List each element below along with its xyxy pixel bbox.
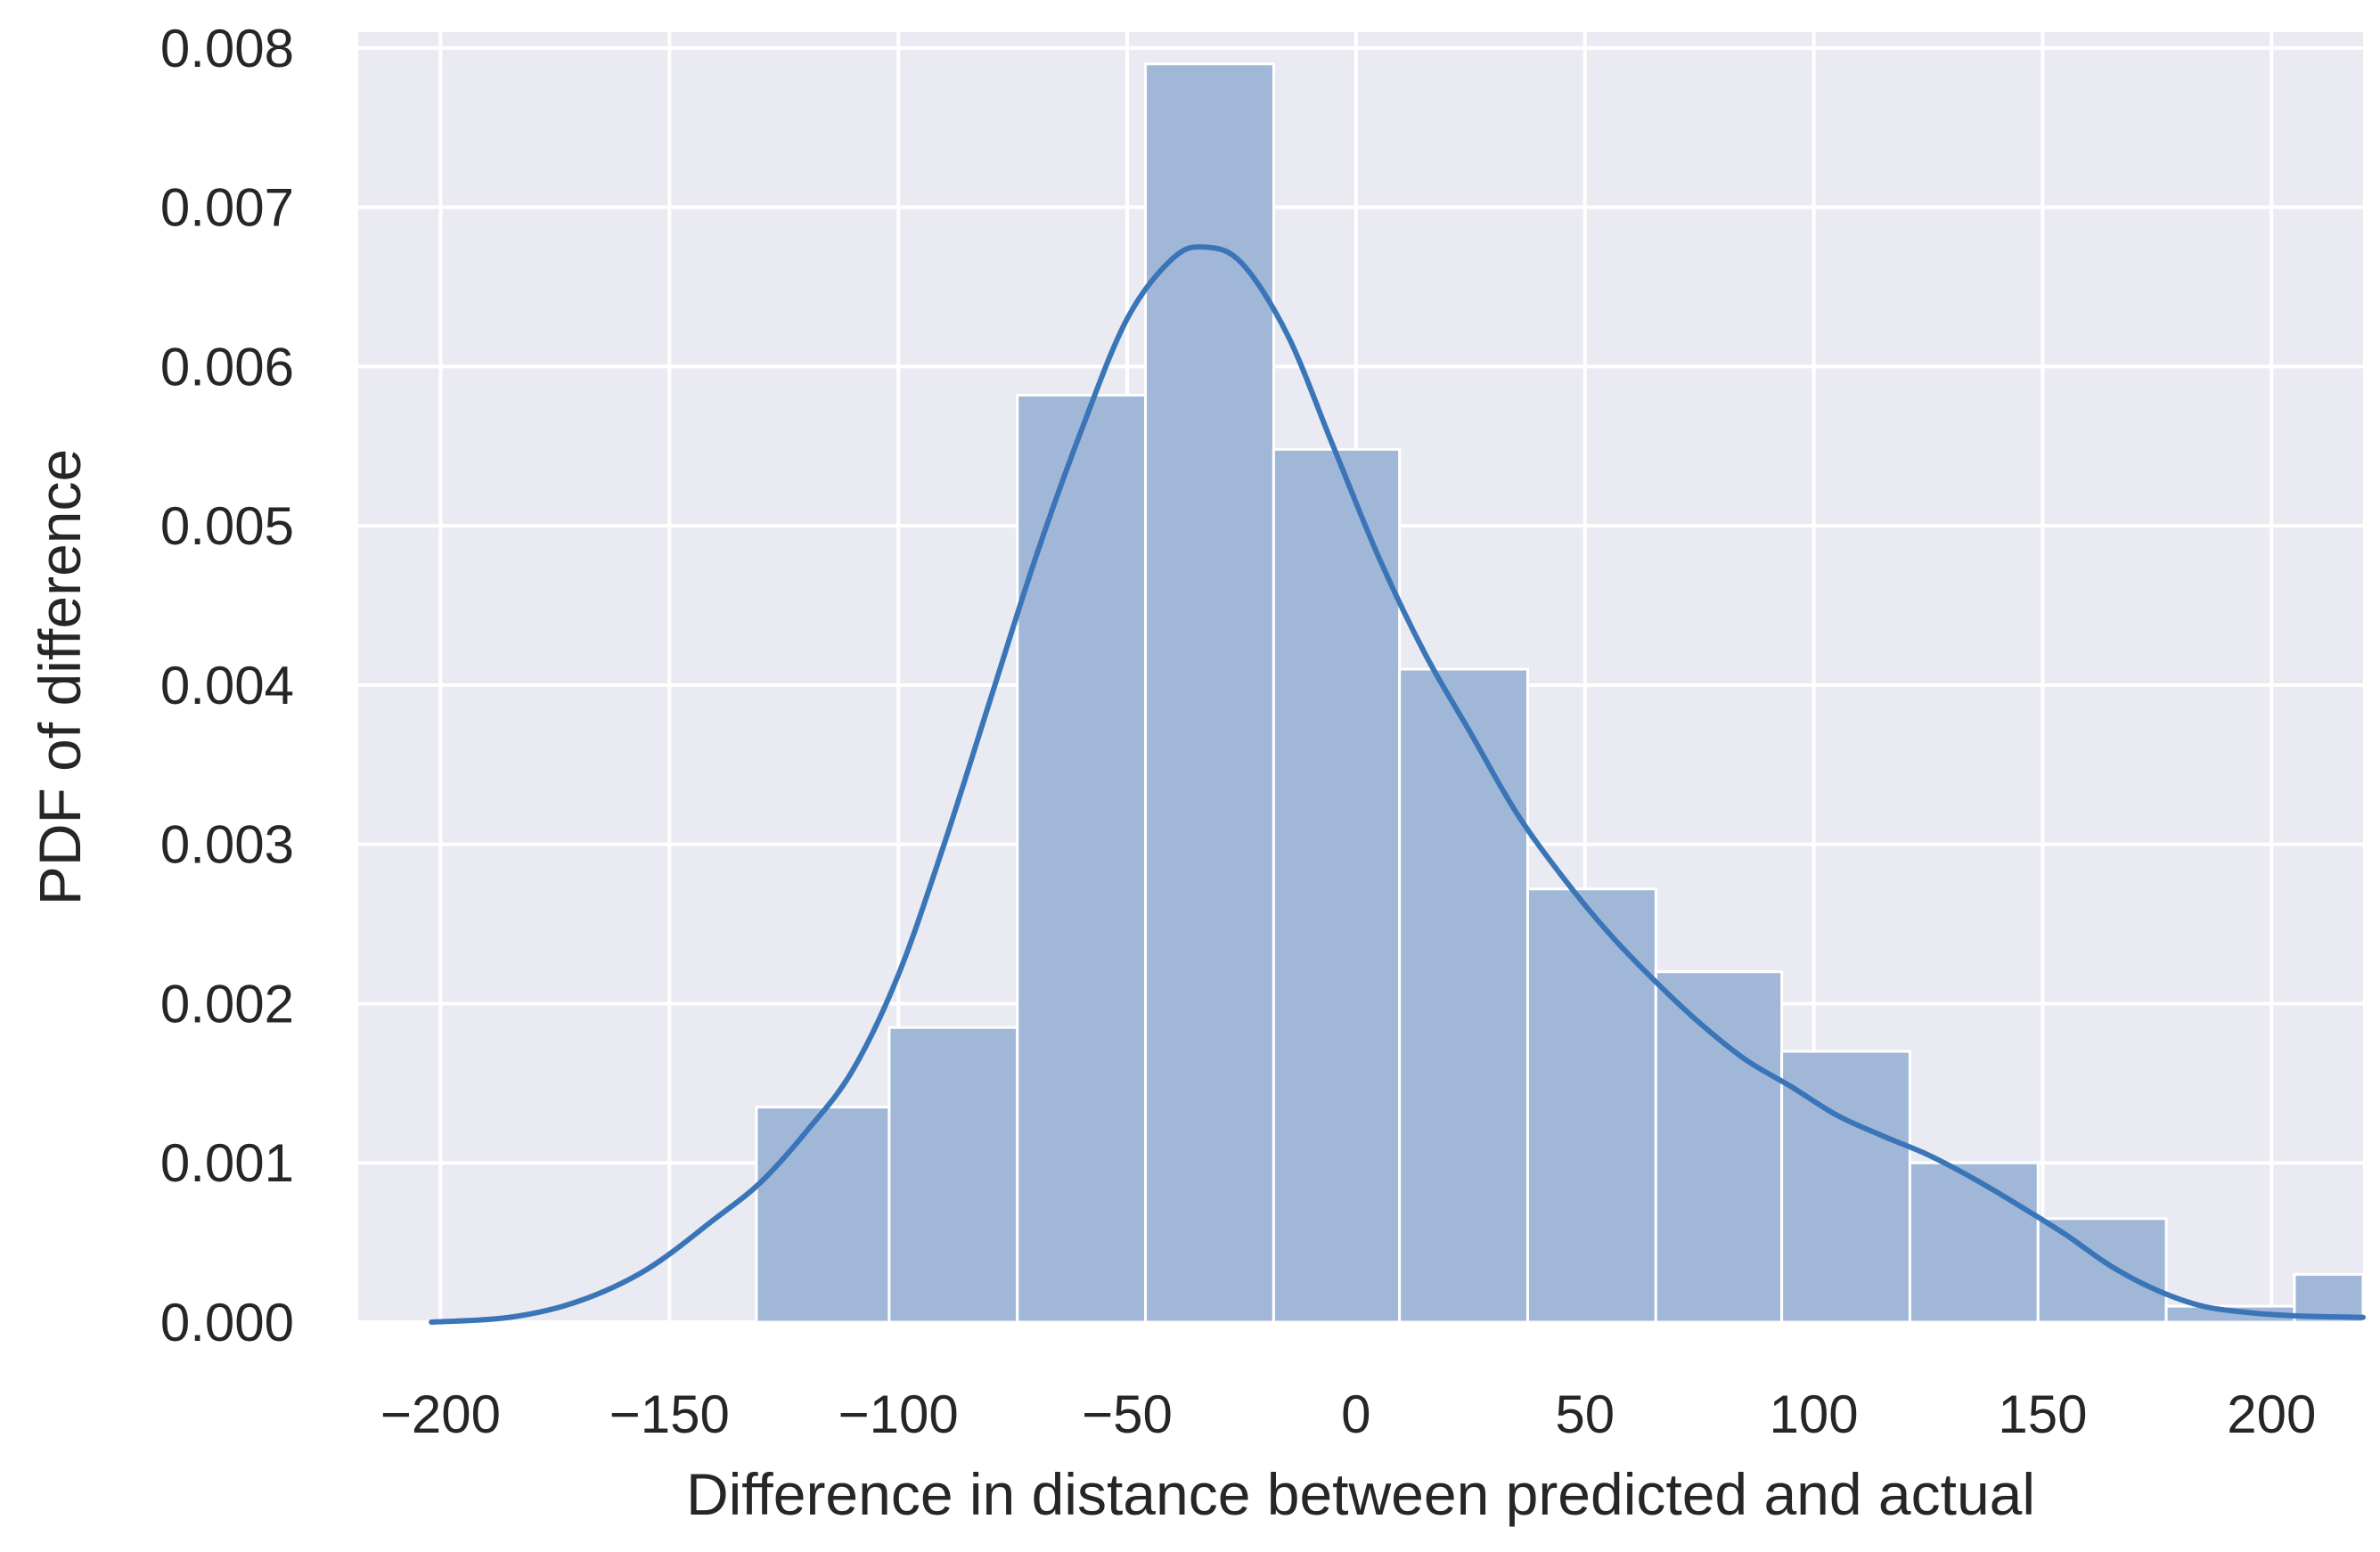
x-tick-label: 200 xyxy=(2227,1385,2316,1444)
histogram-bar xyxy=(2036,1217,2168,1324)
x-tick-label: −200 xyxy=(380,1385,501,1444)
y-tick-label: 0.004 xyxy=(160,656,294,715)
x-tick-label: 50 xyxy=(1555,1385,1615,1444)
histogram-bar xyxy=(1526,887,1657,1324)
y-tick-labels: 0.000 0.001 0.002 0.003 0.004 0.005 0.006 0.007… xyxy=(160,19,294,1352)
histogram-bar xyxy=(1016,394,1148,1324)
y-tick-label: 0.006 xyxy=(160,337,294,396)
x-tick-label: 100 xyxy=(1770,1385,1859,1444)
histogram-bar xyxy=(1272,447,1402,1324)
x-tick-label: 0 xyxy=(1341,1385,1370,1444)
y-tick-label: 0.005 xyxy=(160,496,294,556)
histogram-bar xyxy=(1908,1161,2040,1324)
x-tick-label: −100 xyxy=(838,1385,959,1444)
y-axis-label: PDF of difference xyxy=(27,449,93,905)
y-tick-label: 0.003 xyxy=(160,815,294,875)
histogram-bars xyxy=(755,62,2365,1324)
y-tick-label: 0.000 xyxy=(160,1293,294,1352)
histogram-bar xyxy=(887,1025,1019,1324)
x-tick-label: −150 xyxy=(609,1385,730,1444)
y-tick-label: 0.008 xyxy=(160,19,294,78)
x-tick-labels: −200 −150 −100 −50 0 50 100 150 200 xyxy=(380,1385,2316,1444)
y-tick-label: 0.002 xyxy=(160,974,294,1033)
histogram-bar xyxy=(1144,62,1275,1324)
histogram-bar xyxy=(1398,667,1530,1324)
histogram-bar xyxy=(1654,970,1784,1324)
x-tick-label: −50 xyxy=(1082,1385,1173,1444)
y-tick-label: 0.007 xyxy=(160,178,294,238)
kde-line xyxy=(429,244,2366,1325)
x-tick-label: 150 xyxy=(1998,1385,2087,1444)
kde-curve xyxy=(429,244,2366,1325)
y-tick-label: 0.001 xyxy=(160,1133,294,1193)
histogram-bar xyxy=(755,1106,891,1324)
x-axis-label: Difference in distance between predicted… xyxy=(686,1461,2035,1527)
